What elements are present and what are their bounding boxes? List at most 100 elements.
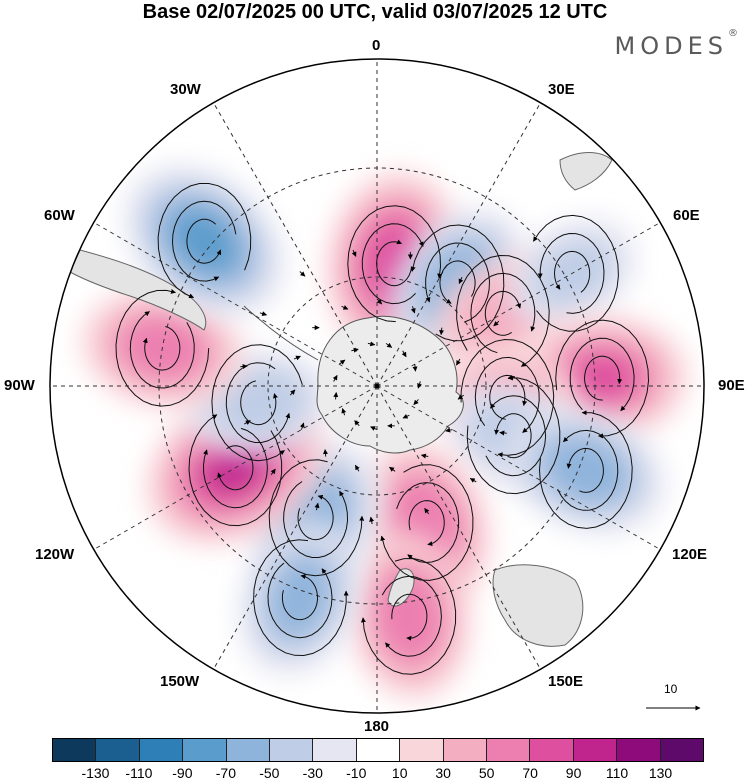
wind-vector bbox=[389, 466, 396, 472]
vector-reference-arrow bbox=[646, 705, 701, 711]
streamline bbox=[186, 218, 222, 264]
streamline bbox=[538, 410, 633, 529]
negative-anomaly bbox=[240, 520, 360, 675]
wind-vector bbox=[445, 427, 453, 433]
streamline bbox=[470, 272, 536, 354]
colorbar-tick-label: -50 bbox=[259, 765, 280, 781]
wind-vector bbox=[354, 464, 360, 472]
streamline bbox=[489, 374, 528, 420]
streamline bbox=[474, 356, 540, 433]
streamline bbox=[211, 344, 303, 462]
wind-vector bbox=[412, 364, 418, 372]
colorbar-swatch bbox=[313, 739, 357, 761]
wind-vector bbox=[455, 358, 461, 366]
streamline bbox=[361, 223, 424, 305]
colorbar bbox=[52, 738, 704, 762]
streamline bbox=[466, 375, 561, 495]
wind-vector bbox=[410, 306, 416, 314]
streamline bbox=[553, 250, 591, 293]
lon-label-180: 180 bbox=[364, 718, 390, 735]
streamline bbox=[281, 574, 319, 621]
streamline bbox=[456, 254, 550, 367]
wind-vector bbox=[413, 399, 419, 406]
streamline bbox=[297, 494, 334, 541]
streamline bbox=[376, 239, 413, 287]
streamline bbox=[115, 289, 210, 407]
colorbar-swatch bbox=[660, 739, 704, 761]
colorbar-swatch bbox=[487, 739, 531, 761]
modes-logo: MODES® bbox=[615, 28, 738, 60]
meridian-line bbox=[93, 385, 378, 550]
wind-vector bbox=[240, 364, 248, 370]
wind-vector bbox=[367, 341, 376, 347]
wind-vector bbox=[354, 420, 360, 427]
lon-label-90w: 90W bbox=[4, 377, 35, 394]
colorbar-tick-label: -90 bbox=[172, 765, 193, 781]
wind-vector bbox=[376, 298, 383, 305]
wind-vector bbox=[402, 413, 410, 419]
wind-vector bbox=[499, 430, 507, 436]
lon-label-90e: 90E bbox=[718, 377, 745, 394]
lon-label-60w: 60W bbox=[44, 207, 75, 224]
streamline bbox=[267, 562, 333, 639]
streamline bbox=[157, 183, 252, 299]
streamline bbox=[381, 575, 442, 657]
wind-vector bbox=[458, 276, 464, 285]
wind-vector bbox=[369, 516, 375, 525]
colorbar-tick-label: 110 bbox=[605, 765, 629, 781]
colorbar-tick-label: -30 bbox=[302, 765, 323, 781]
colorbar-tick-label: -10 bbox=[346, 765, 367, 781]
streamline bbox=[408, 500, 445, 547]
colorbar-swatch bbox=[226, 739, 271, 761]
streamline bbox=[557, 429, 619, 511]
streamline bbox=[268, 459, 365, 577]
streamline bbox=[410, 224, 505, 342]
vector-reference-label: 10 bbox=[664, 682, 678, 696]
wind-vector bbox=[401, 350, 407, 358]
streamline bbox=[225, 362, 291, 443]
streamline bbox=[380, 464, 474, 581]
colorbar-swatch bbox=[356, 739, 401, 761]
streamline bbox=[569, 337, 635, 412]
streamline bbox=[347, 205, 443, 323]
streamline bbox=[283, 481, 349, 558]
wind-vector bbox=[351, 347, 359, 353]
streamline bbox=[360, 557, 457, 675]
colorbar-tick-label: 70 bbox=[522, 765, 538, 781]
streamline bbox=[583, 355, 623, 401]
colorbar-swatch bbox=[53, 739, 97, 761]
streamline bbox=[396, 482, 460, 564]
streamline bbox=[566, 447, 604, 493]
new-zealand-outline bbox=[387, 568, 415, 607]
colorbar-swatch bbox=[573, 739, 618, 761]
lon-label-0: 0 bbox=[372, 37, 381, 54]
meridian-line bbox=[213, 385, 378, 670]
streamline bbox=[253, 539, 349, 657]
continent-outlines bbox=[69, 152, 613, 647]
wind-vector bbox=[424, 507, 430, 515]
wind-vector bbox=[338, 359, 346, 365]
streamline bbox=[484, 290, 522, 336]
lon-label-120e: 120E bbox=[672, 546, 708, 563]
wind-vector bbox=[493, 320, 500, 327]
streamline bbox=[439, 260, 476, 304]
colorbar-swatch bbox=[400, 739, 444, 761]
colorbar-tick-label: -110 bbox=[125, 765, 153, 781]
lon-label-60e: 60E bbox=[673, 207, 700, 224]
map-boundary bbox=[49, 58, 705, 714]
meridian-line bbox=[376, 102, 541, 387]
meridian-line bbox=[213, 102, 378, 387]
lon-label-30w: 30W bbox=[170, 81, 201, 98]
australia-outline bbox=[492, 564, 584, 647]
streamline bbox=[202, 427, 268, 509]
wind-vector bbox=[293, 355, 301, 361]
wind-vector bbox=[341, 408, 347, 416]
colorbar-tick-label: -130 bbox=[81, 765, 110, 781]
colorbar-swatch bbox=[96, 739, 140, 761]
colorbar-swatch bbox=[139, 739, 184, 761]
wind-vector bbox=[417, 381, 422, 389]
streamline bbox=[217, 445, 254, 491]
registered-mark: ® bbox=[728, 28, 738, 39]
wind-vector bbox=[322, 449, 328, 457]
streamline bbox=[142, 326, 181, 371]
